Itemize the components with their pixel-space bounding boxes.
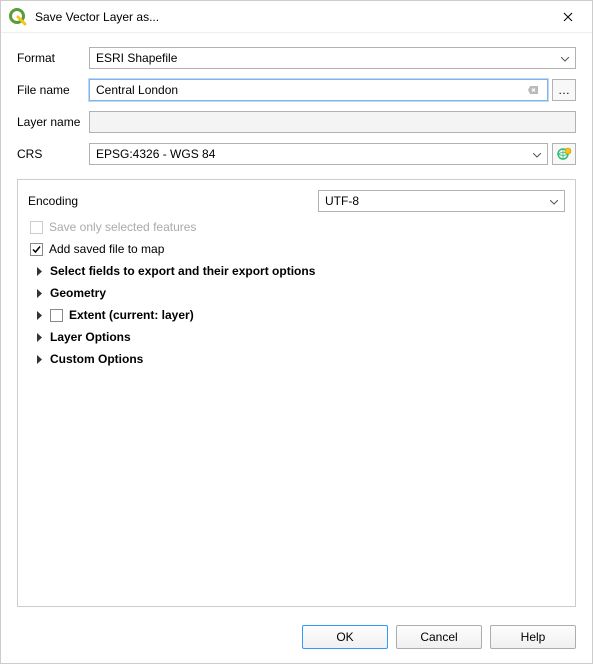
expander-custom-options-label: Custom Options xyxy=(50,352,143,366)
chevron-down-icon xyxy=(561,51,569,65)
row-crs: CRS EPSG:4326 - WGS 84 xyxy=(17,143,576,165)
row-filename: File name … xyxy=(17,79,576,101)
expander-geometry-label: Geometry xyxy=(50,286,106,300)
triangle-right-icon xyxy=(34,355,44,364)
row-layername: Layer name xyxy=(17,111,576,133)
layername-label: Layer name xyxy=(17,115,89,129)
crs-select-button[interactable] xyxy=(552,143,576,165)
filename-label: File name xyxy=(17,83,89,97)
row-format: Format ESRI Shapefile xyxy=(17,47,576,69)
format-label: Format xyxy=(17,51,89,65)
expander-custom-options[interactable]: Custom Options xyxy=(28,352,565,366)
expander-layer-options[interactable]: Layer Options xyxy=(28,330,565,344)
format-value: ESRI Shapefile xyxy=(96,51,177,65)
encoding-combo[interactable]: UTF-8 xyxy=(318,190,565,212)
row-save-selected: Save only selected features xyxy=(28,220,565,234)
crs-label: CRS xyxy=(17,147,89,161)
save-selected-label: Save only selected features xyxy=(49,220,196,234)
triangle-right-icon xyxy=(34,311,44,320)
crs-combo[interactable]: EPSG:4326 - WGS 84 xyxy=(89,143,548,165)
filename-input[interactable] xyxy=(96,80,522,100)
encoding-value: UTF-8 xyxy=(325,194,359,208)
options-group: Encoding UTF-8 Save only selected featur… xyxy=(17,179,576,607)
expander-layer-options-label: Layer Options xyxy=(50,330,131,344)
expander-extent[interactable]: Extent (current: layer) xyxy=(28,308,565,322)
layername-input xyxy=(96,112,569,132)
row-encoding: Encoding UTF-8 xyxy=(28,190,565,212)
layername-input-wrapper xyxy=(89,111,576,133)
extent-checkbox[interactable] xyxy=(50,309,63,322)
triangle-right-icon xyxy=(34,267,44,276)
save-selected-checkbox xyxy=(30,221,43,234)
close-button[interactable] xyxy=(548,2,588,32)
chevron-down-icon xyxy=(550,194,558,208)
add-to-map-checkbox[interactable] xyxy=(30,243,43,256)
help-button[interactable]: Help xyxy=(490,625,576,649)
row-add-to-map: Add saved file to map xyxy=(28,242,565,256)
expander-fields[interactable]: Select fields to export and their export… xyxy=(28,264,565,278)
format-combo[interactable]: ESRI Shapefile xyxy=(89,47,576,69)
expander-fields-label: Select fields to export and their export… xyxy=(50,264,315,278)
chevron-down-icon xyxy=(533,147,541,161)
dialog-footer: OK Cancel Help xyxy=(1,615,592,663)
dialog-content: Format ESRI Shapefile File name xyxy=(1,33,592,615)
browse-button[interactable]: … xyxy=(552,79,576,101)
ok-button[interactable]: OK xyxy=(302,625,388,649)
add-to-map-label: Add saved file to map xyxy=(49,242,164,256)
dialog-window: Save Vector Layer as... Format ESRI Shap… xyxy=(0,0,593,664)
triangle-right-icon xyxy=(34,333,44,342)
cancel-button[interactable]: Cancel xyxy=(396,625,482,649)
crs-value: EPSG:4326 - WGS 84 xyxy=(96,147,215,161)
qgis-icon xyxy=(9,8,27,26)
expander-geometry[interactable]: Geometry xyxy=(28,286,565,300)
triangle-right-icon xyxy=(34,289,44,298)
filename-input-wrapper xyxy=(89,79,548,101)
titlebar: Save Vector Layer as... xyxy=(1,1,592,33)
clear-icon[interactable] xyxy=(526,82,541,98)
expander-extent-label: Extent (current: layer) xyxy=(69,308,194,322)
window-title: Save Vector Layer as... xyxy=(35,10,548,24)
encoding-label: Encoding xyxy=(28,194,318,208)
